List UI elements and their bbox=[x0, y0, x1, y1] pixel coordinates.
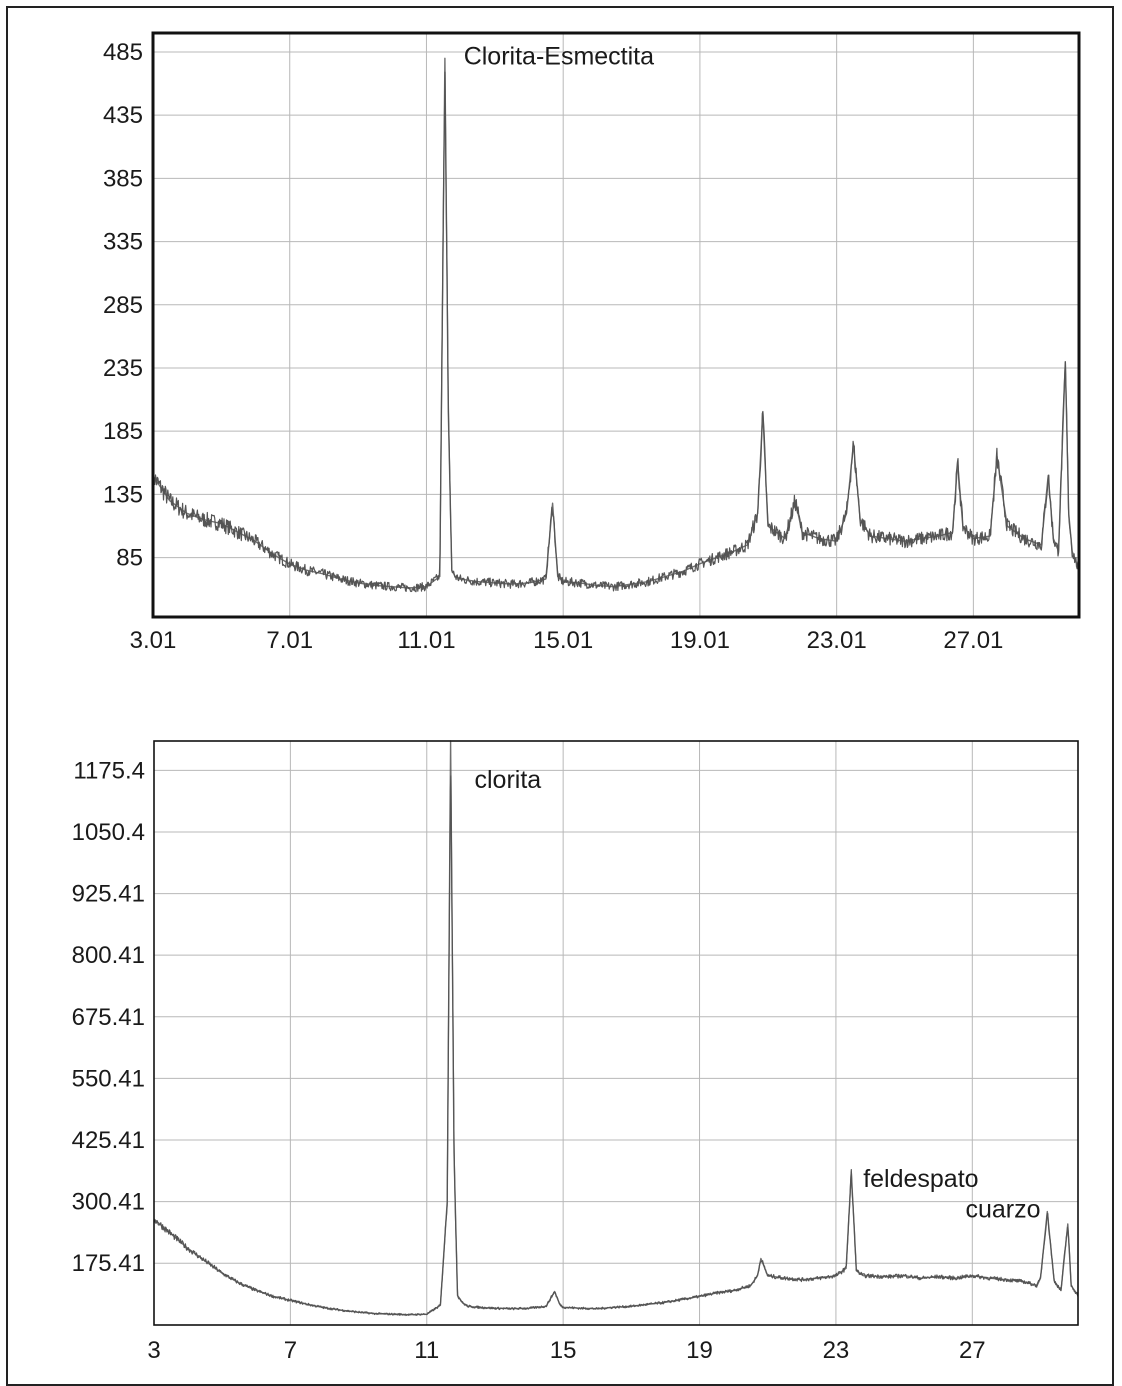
x-tick-label: 27.01 bbox=[943, 627, 1003, 654]
y-tick-label: 335 bbox=[103, 229, 143, 256]
plot-border bbox=[151, 31, 1081, 619]
x-tick-label: 23.01 bbox=[807, 627, 867, 654]
x-tick-label: 19 bbox=[686, 1337, 713, 1364]
y-tick-label: 235 bbox=[103, 355, 143, 382]
x-tick-label: 15.01 bbox=[533, 627, 593, 654]
y-tick-label: 135 bbox=[103, 481, 143, 508]
x-tick-label: 11.01 bbox=[397, 627, 455, 654]
chart-bottom: 175.41 300.41 425.41 550.41 675.41 800.41 925.… bbox=[72, 740, 1079, 1364]
x-tick-label: 3.01 bbox=[130, 627, 177, 654]
y-tick-label: 435 bbox=[103, 102, 143, 129]
y-tick-label: 800.41 bbox=[72, 942, 145, 969]
x-tick-label: 7.01 bbox=[266, 627, 313, 654]
x-tick-label: 27 bbox=[959, 1337, 986, 1364]
spectrum-peaks bbox=[152, 57, 1080, 589]
x-tick-label: 23 bbox=[823, 1337, 850, 1364]
plot-border bbox=[153, 740, 1079, 1326]
y-tick-label: 300.41 bbox=[72, 1189, 145, 1216]
y-tick-label: 675.41 bbox=[72, 1004, 145, 1031]
chart-top: 85 135 185 235 285 335 385 435 485 3.01 7.01 11.01 1… bbox=[103, 31, 1081, 654]
x-tick-label: 11 bbox=[414, 1337, 439, 1364]
x-tick-label: 15 bbox=[550, 1337, 577, 1364]
y-tick-label: 1050.4 bbox=[72, 819, 145, 846]
spectrum-line bbox=[153, 775, 1079, 1317]
y-tick-label: 425.41 bbox=[72, 1127, 145, 1154]
x-tick-label: 7 bbox=[284, 1337, 297, 1364]
spectrum-line bbox=[152, 71, 1080, 593]
x-tick-label: 3 bbox=[147, 1337, 160, 1364]
y-tick-label: 550.41 bbox=[72, 1065, 145, 1092]
y-tick-label: 285 bbox=[103, 292, 143, 319]
spectrum-peaks bbox=[153, 740, 1079, 1316]
y-tick-label: 185 bbox=[103, 418, 143, 445]
peak-annotation: clorita bbox=[475, 766, 542, 794]
y-tick-label: 485 bbox=[103, 39, 143, 66]
y-tick-label: 385 bbox=[103, 165, 143, 192]
y-tick-label: 925.41 bbox=[72, 881, 145, 908]
x-tick-label: 19.01 bbox=[670, 627, 730, 654]
y-tick-label: 175.41 bbox=[72, 1250, 145, 1277]
y-tick-label: 1175.4 bbox=[73, 757, 145, 784]
peak-annotation: cuarzo bbox=[965, 1196, 1040, 1224]
y-tick-label: 85 bbox=[116, 545, 143, 572]
peak-annotation: feldespato bbox=[863, 1165, 978, 1193]
peak-annotation: Clorita-Esmectita bbox=[464, 43, 654, 71]
